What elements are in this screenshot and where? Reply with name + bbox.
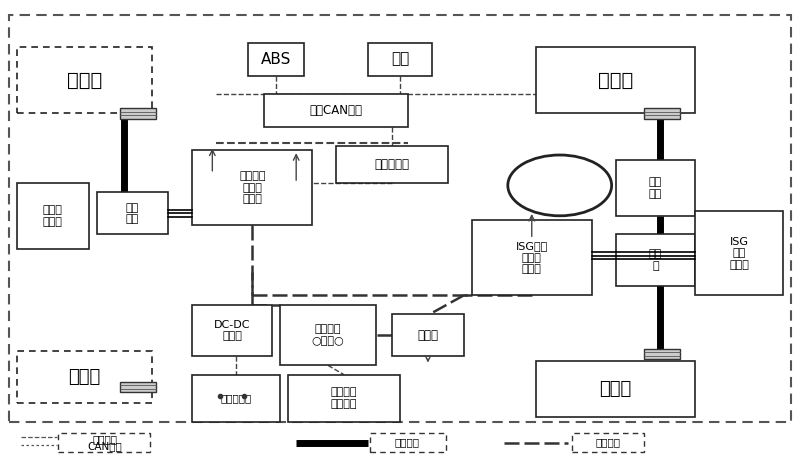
Text: 变速
箱: 变速 箱 — [649, 250, 662, 271]
FancyBboxPatch shape — [97, 192, 169, 234]
FancyBboxPatch shape — [536, 47, 695, 113]
FancyBboxPatch shape — [9, 15, 791, 422]
Text: 低压电路: 低压电路 — [92, 434, 117, 444]
Text: 整车控制器: 整车控制器 — [374, 158, 410, 171]
FancyBboxPatch shape — [17, 47, 153, 113]
FancyBboxPatch shape — [192, 151, 312, 225]
FancyBboxPatch shape — [572, 433, 643, 452]
FancyBboxPatch shape — [695, 211, 783, 295]
Text: 后驱电机
控制器
逆变器: 后驱电机 控制器 逆变器 — [239, 171, 266, 204]
Text: 前差
速器: 前差 速器 — [649, 177, 662, 198]
Text: 左后轮: 左后轮 — [67, 71, 102, 90]
Text: 低压蓄电池: 低压蓄电池 — [221, 393, 252, 403]
FancyBboxPatch shape — [248, 43, 304, 76]
FancyBboxPatch shape — [17, 183, 89, 249]
FancyBboxPatch shape — [616, 234, 695, 286]
FancyBboxPatch shape — [536, 361, 695, 417]
FancyBboxPatch shape — [472, 220, 592, 295]
FancyBboxPatch shape — [121, 382, 157, 392]
Text: 一动力十
○电源○: 一动力十 ○电源○ — [312, 324, 345, 346]
FancyBboxPatch shape — [192, 305, 272, 356]
Text: 动力电池
管理系统: 动力电池 管理系统 — [331, 387, 358, 409]
FancyBboxPatch shape — [616, 159, 695, 216]
FancyBboxPatch shape — [368, 43, 432, 76]
Text: 左前轮: 左前轮 — [598, 71, 634, 90]
Text: ISG电机
控制器
逆变器: ISG电机 控制器 逆变器 — [516, 241, 548, 274]
FancyBboxPatch shape — [121, 108, 157, 119]
Text: 右后轮: 右后轮 — [69, 368, 101, 386]
Text: CAN电路: CAN电路 — [87, 441, 122, 451]
FancyBboxPatch shape — [643, 349, 679, 359]
FancyBboxPatch shape — [336, 146, 448, 183]
Text: 机械连接: 机械连接 — [394, 438, 420, 447]
Text: ISG
电机
发动机: ISG 电机 发动机 — [730, 236, 750, 270]
FancyBboxPatch shape — [192, 375, 280, 422]
Text: 右前轮: 右前轮 — [599, 380, 632, 398]
FancyBboxPatch shape — [280, 305, 376, 365]
FancyBboxPatch shape — [264, 94, 408, 127]
Text: 充电机: 充电机 — [418, 329, 438, 341]
Text: 高压电路: 高压电路 — [595, 438, 620, 447]
Text: 仪表: 仪表 — [391, 52, 409, 67]
FancyBboxPatch shape — [288, 375, 400, 422]
FancyBboxPatch shape — [643, 108, 679, 119]
FancyBboxPatch shape — [392, 314, 464, 356]
Text: ABS: ABS — [261, 52, 291, 67]
FancyBboxPatch shape — [17, 351, 153, 403]
Text: 整车CAN总线: 整车CAN总线 — [310, 104, 362, 117]
FancyBboxPatch shape — [370, 433, 446, 452]
Text: 减速器
差速器: 减速器 差速器 — [42, 205, 62, 227]
Text: 后驱
电机: 后驱 电机 — [126, 203, 139, 224]
FancyBboxPatch shape — [58, 433, 150, 452]
Text: DC-DC
转换器: DC-DC 转换器 — [214, 319, 250, 341]
